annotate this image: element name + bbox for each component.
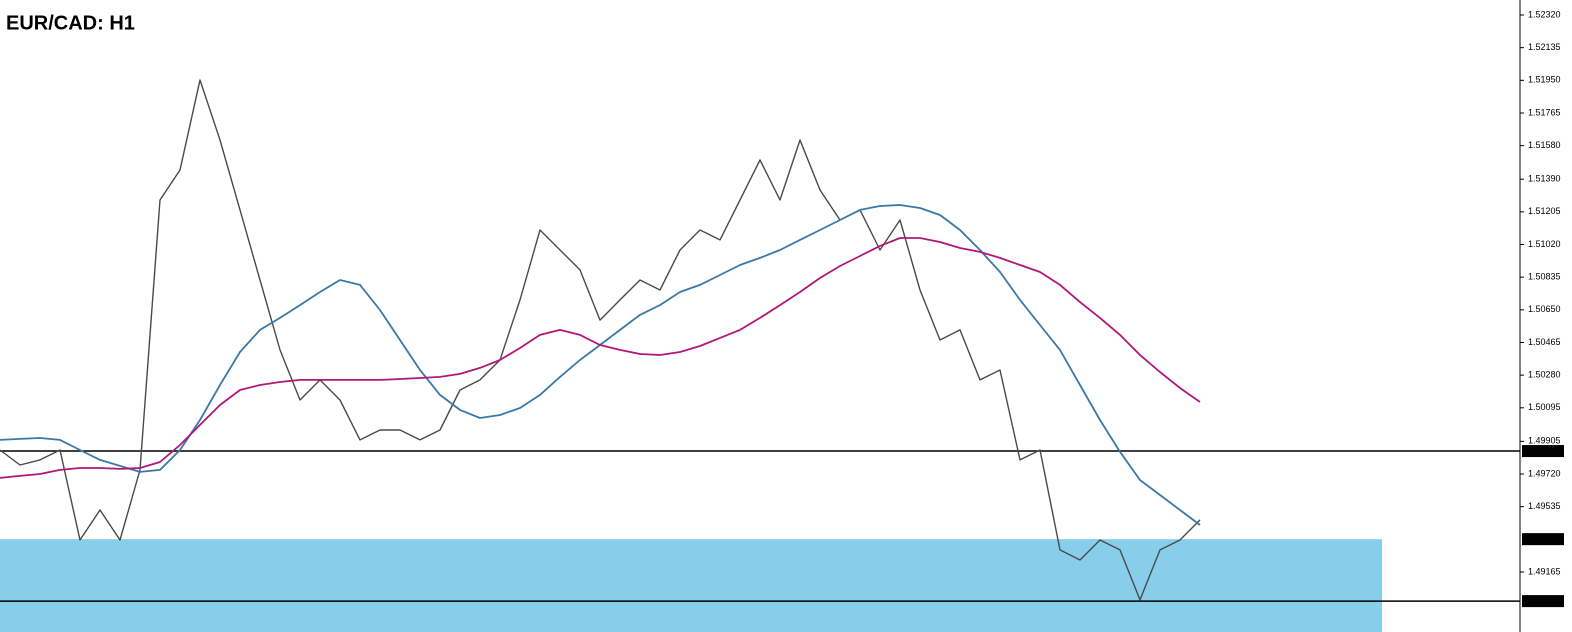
y-tick-label: 1.51765: [1528, 107, 1561, 117]
y-tick-label: 1.51950: [1528, 75, 1561, 85]
zone: [0, 539, 1382, 632]
plot: [0, 79, 1520, 602]
y-tick-label: 1.49720: [1528, 468, 1561, 478]
y-tick-label: 1.49165: [1528, 566, 1561, 576]
y-tick-label: 1.50835: [1528, 272, 1561, 282]
level-label-bg: [1522, 595, 1564, 608]
zones: [0, 539, 1382, 632]
y-tick-label: 1.51205: [1528, 206, 1561, 216]
y-tick-label: 1.50650: [1528, 304, 1561, 314]
y-tick-label: 1.50095: [1528, 402, 1561, 412]
axis: 1.52320 1.52135 1.51950 1.51765 1.51580 1.513…: [1520, 9, 1564, 608]
level-label: 1.49351: [1526, 534, 1559, 544]
y-tick-label: 1.52320: [1528, 9, 1561, 19]
y-tick-label: 1.50280: [1528, 370, 1561, 380]
y-tick-label: 1.49905: [1528, 436, 1561, 446]
y-tick-label: 1.51390: [1528, 174, 1561, 184]
level-label-bg: [1522, 445, 1564, 458]
series-line: [0, 79, 1201, 601]
y-tick-label: 1.52135: [1528, 42, 1561, 52]
level-label: 1.49850: [1526, 445, 1559, 455]
y-tick-label: 1.50465: [1528, 337, 1561, 347]
level-label-bg: [1522, 533, 1564, 546]
chart-title: EUR/CAD: H1: [6, 12, 135, 34]
y-tick-label: 1.49535: [1528, 501, 1561, 511]
level-label: 1.49000: [1526, 595, 1559, 605]
series-line: [0, 237, 1201, 479]
y-tick-label: 1.51580: [1528, 140, 1561, 150]
y-tick-label: 1.51020: [1528, 239, 1561, 249]
